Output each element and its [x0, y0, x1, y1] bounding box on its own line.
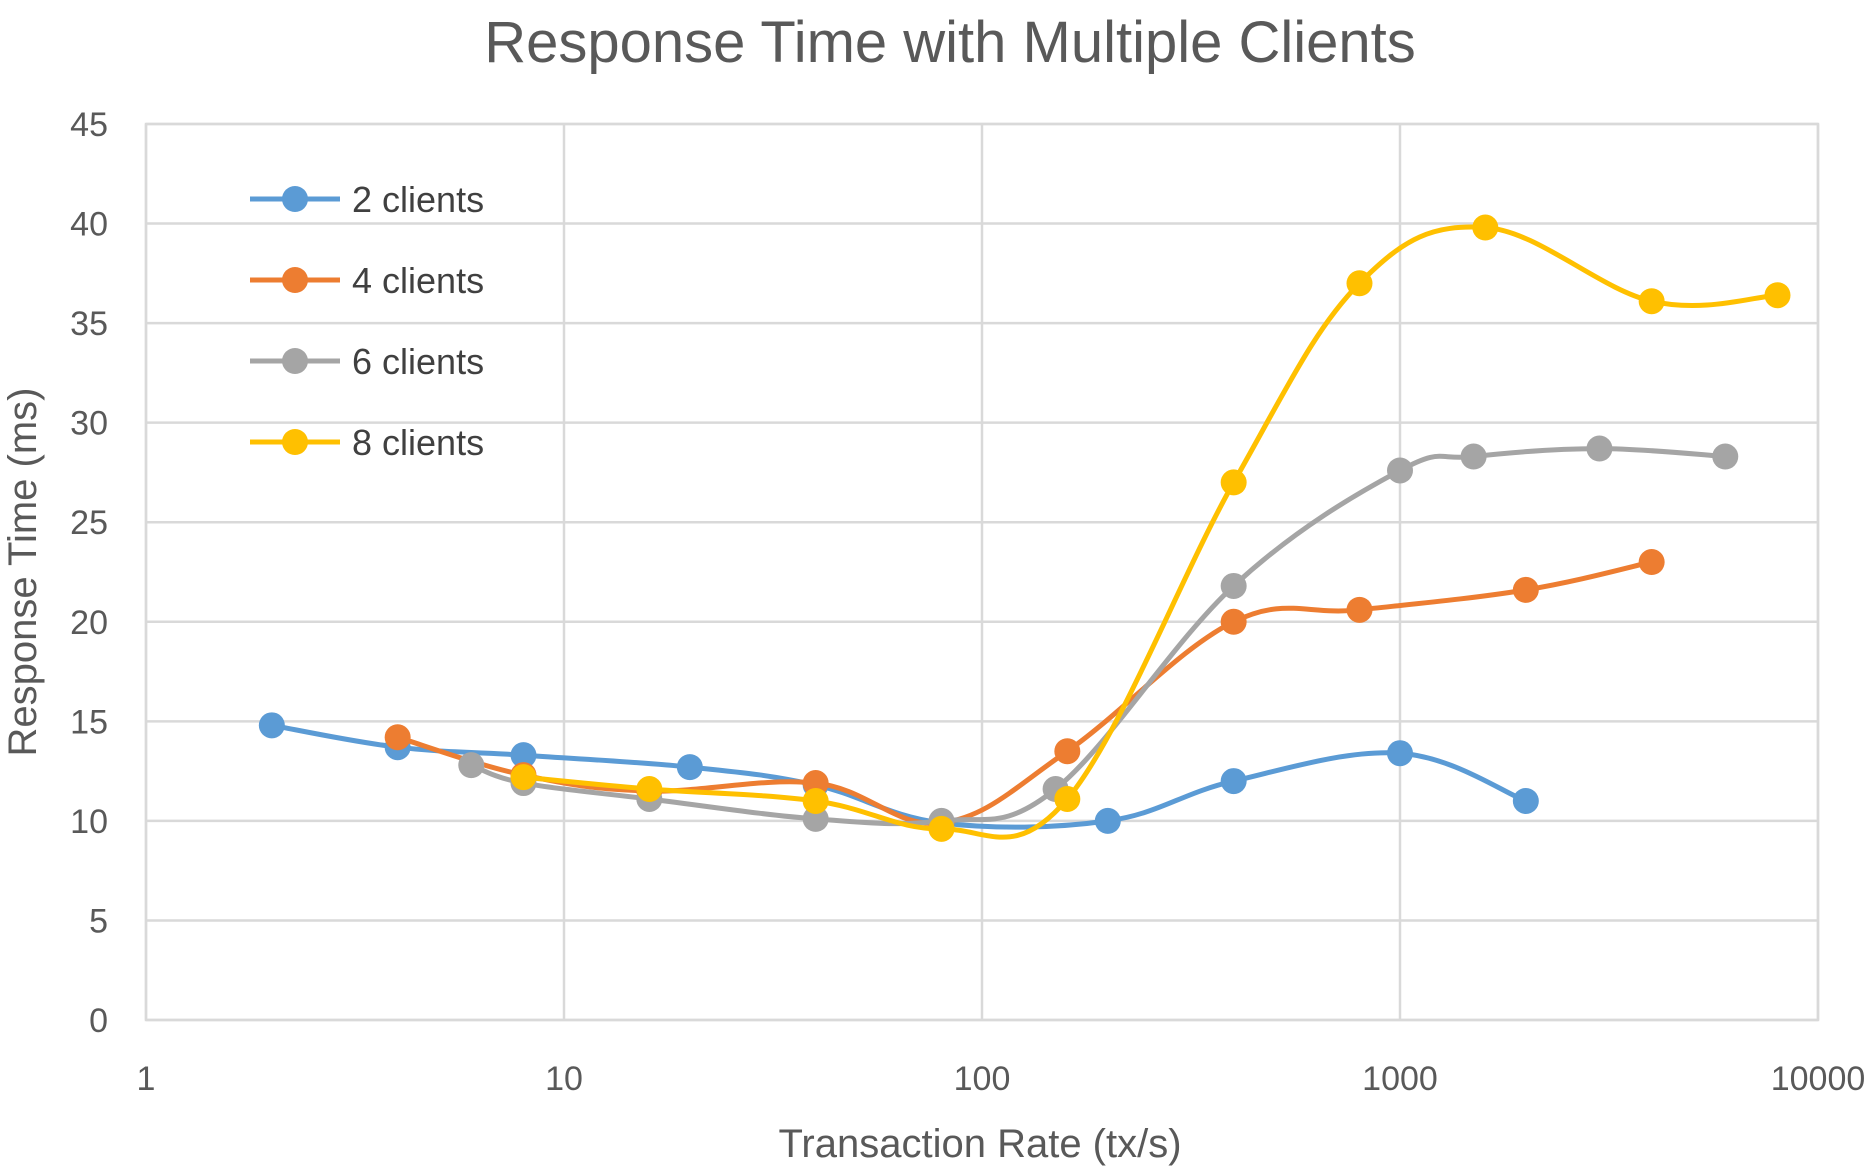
x-tick-label: 1 — [137, 1060, 156, 1098]
legend-entry: 2 clients — [250, 179, 484, 220]
y-axis-label: Response Time (ms) — [1, 388, 45, 757]
legend-label: 2 clients — [352, 179, 484, 220]
y-tick-label: 5 — [89, 902, 108, 940]
data-series — [258, 214, 1791, 842]
data-point — [1764, 282, 1791, 309]
data-point — [802, 770, 829, 797]
data-point — [928, 815, 955, 842]
chart-title: Response Time with Multiple Clients — [484, 10, 1416, 75]
legend-marker — [282, 267, 308, 293]
series-line — [468, 446, 1728, 827]
data-point — [384, 724, 411, 751]
data-point — [1712, 443, 1739, 470]
legend-label: 4 clients — [352, 260, 484, 301]
data-point — [1220, 469, 1247, 496]
data-point — [1094, 807, 1121, 834]
x-tick-label: 10 — [545, 1060, 583, 1098]
data-point — [1220, 608, 1247, 635]
x-tick-label: 10000 — [1771, 1060, 1866, 1098]
y-tick-label: 45 — [70, 106, 108, 144]
data-point — [1472, 214, 1499, 241]
data-point — [258, 712, 285, 739]
y-tick-label: 25 — [70, 504, 108, 542]
y-tick-label: 10 — [70, 803, 108, 841]
data-point — [1220, 768, 1247, 795]
data-point — [802, 787, 829, 814]
data-point — [1220, 572, 1247, 599]
data-point — [1586, 435, 1613, 462]
legend-marker — [282, 348, 308, 374]
x-tick-label: 1000 — [1362, 1060, 1438, 1098]
y-tick-label: 15 — [70, 703, 108, 741]
series-line — [395, 559, 1655, 826]
legend: 2 clients 4 clients 6 clients 8 clients — [250, 179, 484, 463]
data-point — [1054, 738, 1081, 765]
y-tick-label: 35 — [70, 305, 108, 343]
data-point — [1346, 596, 1373, 623]
legend-entry: 4 clients — [250, 260, 484, 301]
legend-entry: 6 clients — [250, 341, 484, 382]
data-point — [1638, 549, 1665, 576]
legend-marker — [282, 429, 308, 455]
data-point — [1638, 288, 1665, 315]
y-tick-label: 20 — [70, 604, 108, 642]
series-3 — [458, 435, 1739, 834]
data-point — [1346, 270, 1373, 297]
data-point — [510, 742, 537, 769]
data-point — [1387, 740, 1413, 767]
data-point — [1512, 576, 1539, 603]
x-tick-label: 100 — [954, 1060, 1011, 1098]
axes: 0 5 10 15 20 25 30 35 40 45 1 10 100 1000 10000 — [70, 106, 1865, 1098]
data-point — [1054, 785, 1081, 812]
series-line — [521, 224, 1780, 840]
data-point — [1460, 443, 1487, 470]
legend-label: 8 clients — [352, 422, 484, 463]
y-tick-label: 40 — [70, 206, 108, 244]
x-axis-label: Transaction Rate (tx/s) — [778, 1122, 1181, 1166]
data-point — [676, 754, 703, 781]
legend-entry: 8 clients — [250, 422, 484, 463]
legend-label: 6 clients — [352, 341, 484, 382]
data-point — [458, 752, 485, 779]
series-4 — [510, 214, 1791, 842]
data-point — [636, 776, 663, 803]
data-point — [802, 805, 829, 832]
legend-marker — [282, 186, 308, 212]
y-tick-label: 30 — [70, 405, 108, 443]
plot-area — [144, 122, 1820, 1022]
data-point — [1512, 787, 1539, 814]
data-point — [1387, 457, 1413, 484]
series-line — [269, 722, 1529, 830]
gridlines — [144, 122, 1820, 1022]
y-tick-label: 0 — [89, 1002, 108, 1040]
data-point — [510, 764, 537, 791]
